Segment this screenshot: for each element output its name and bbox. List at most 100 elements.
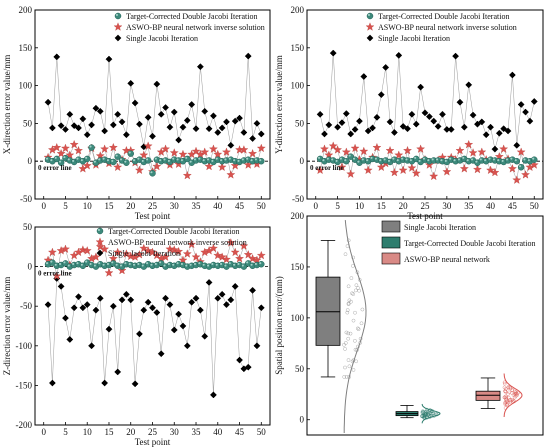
asswo-point-16 [108,142,118,152]
x-tick-label: 50 [257,201,267,211]
single-point-37 [201,332,209,340]
target-density-curve [421,403,441,424]
target-point-10-highlight [85,156,88,159]
asswo-point-10 [82,161,92,170]
legend-asswo-marker [113,22,123,31]
single-point-38 [205,278,213,286]
legend-single-label: Single Jacobi Iteration [108,249,180,258]
asswo-point-31 [174,246,184,256]
asswo-point-42 [222,254,231,264]
single-point-45 [236,356,243,364]
asswo-point-23 [139,243,149,253]
single-point-38 [478,118,486,126]
asswo-point-5 [61,143,70,153]
target-point-42-highlight [497,159,500,162]
x-tick-label: 45 [508,201,518,211]
target-point-48-highlight [250,263,253,266]
asswo-point-33 [182,249,192,258]
asswo-point-30 [169,245,179,254]
target-point-25-highlight [150,263,153,266]
single-point-19 [122,131,130,139]
asswo-sample-point [506,392,510,396]
x-tick-label: 10 [83,427,93,437]
single-point-14 [373,113,381,121]
single-sample-point [346,302,351,307]
asswo-sample-point [516,390,520,395]
asswo-point-14 [100,144,110,153]
asswo-point-9 [350,143,360,153]
target-point-16-highlight [111,159,114,162]
asswo-sample-point [504,395,509,400]
asswo-point-38 [477,147,487,156]
target-point-20-highlight [401,157,404,160]
target-point-22-highlight [137,157,140,160]
asswo-point-29 [165,244,175,253]
target-point-36-highlight [198,157,201,160]
asswo-point-28 [161,252,170,261]
target-point-29-highlight [167,262,170,266]
asswo-connector-line [47,242,262,277]
x-axis-label: Test point [135,437,171,447]
target-point-9-highlight [80,263,83,266]
legend-target-marker-highlight [97,228,100,231]
single-point-39 [209,112,217,120]
single-point-28 [162,294,170,302]
single-point-40 [214,129,222,136]
single-point-28 [162,104,170,111]
asswo-point-46 [512,175,522,184]
target-point-10-highlight [357,160,360,163]
target-point-43-highlight [228,157,231,160]
asswo-point-3 [52,271,62,280]
asswo-sample-point [502,385,507,390]
target-point-49-highlight [254,262,257,266]
target-point-15-highlight [106,262,109,266]
target-point-46-highlight [241,158,244,161]
asswo-sample-point [508,399,513,404]
asswo-point-46 [239,241,249,250]
asswo-point-18 [390,167,399,177]
target-point-47-highlight [519,165,522,168]
target-point-8-highlight [76,157,79,160]
asswo-point-43 [499,144,509,153]
x-tick-label: 45 [235,201,245,211]
single-point-44 [504,127,512,135]
single-point-21 [131,99,139,107]
single-point-9 [79,115,87,123]
asswo-point-44 [230,247,240,257]
single-point-34 [188,298,196,306]
target-point-47 [517,163,525,171]
asswo-point-20 [398,165,408,175]
target-point-49-highlight [254,158,257,161]
legend-asswo-swatch [381,252,401,265]
target-point-17-highlight [387,159,391,162]
single-point-39 [209,391,217,399]
single-point-2 [321,130,328,138]
x-tick-label: 35 [464,201,474,211]
asswo-point-39 [209,243,218,253]
target-point-23-highlight [141,264,144,267]
asswo-point-9 [78,245,88,254]
y-tick-label: 100 [291,313,305,323]
x-tick-label: 30 [442,201,452,211]
single-box [315,276,341,346]
legend-target-swatch [381,236,401,249]
asswo-sample-point [513,391,518,396]
x-tick-label: 30 [170,201,180,211]
single-point-9 [351,125,359,133]
x-tick-label: 35 [192,201,202,211]
single-point-42 [223,118,230,126]
single-point-18 [390,129,398,136]
single-point-11 [360,73,368,80]
asswo-point-19 [394,150,404,159]
single-point-34 [460,123,468,131]
single-point-48 [249,135,257,142]
legend-target-label: Target-Corrected Double Jacobi Iteration [126,12,257,21]
x-tick-label: 5 [63,201,68,211]
single-point-11 [88,121,96,129]
target-point-6-highlight [67,158,70,161]
asswo-point-10 [82,246,92,255]
asswo-point-14 [372,142,382,152]
single-point-7 [70,122,78,130]
asswo-point-5 [61,244,70,253]
target-point-40-highlight [488,157,491,160]
